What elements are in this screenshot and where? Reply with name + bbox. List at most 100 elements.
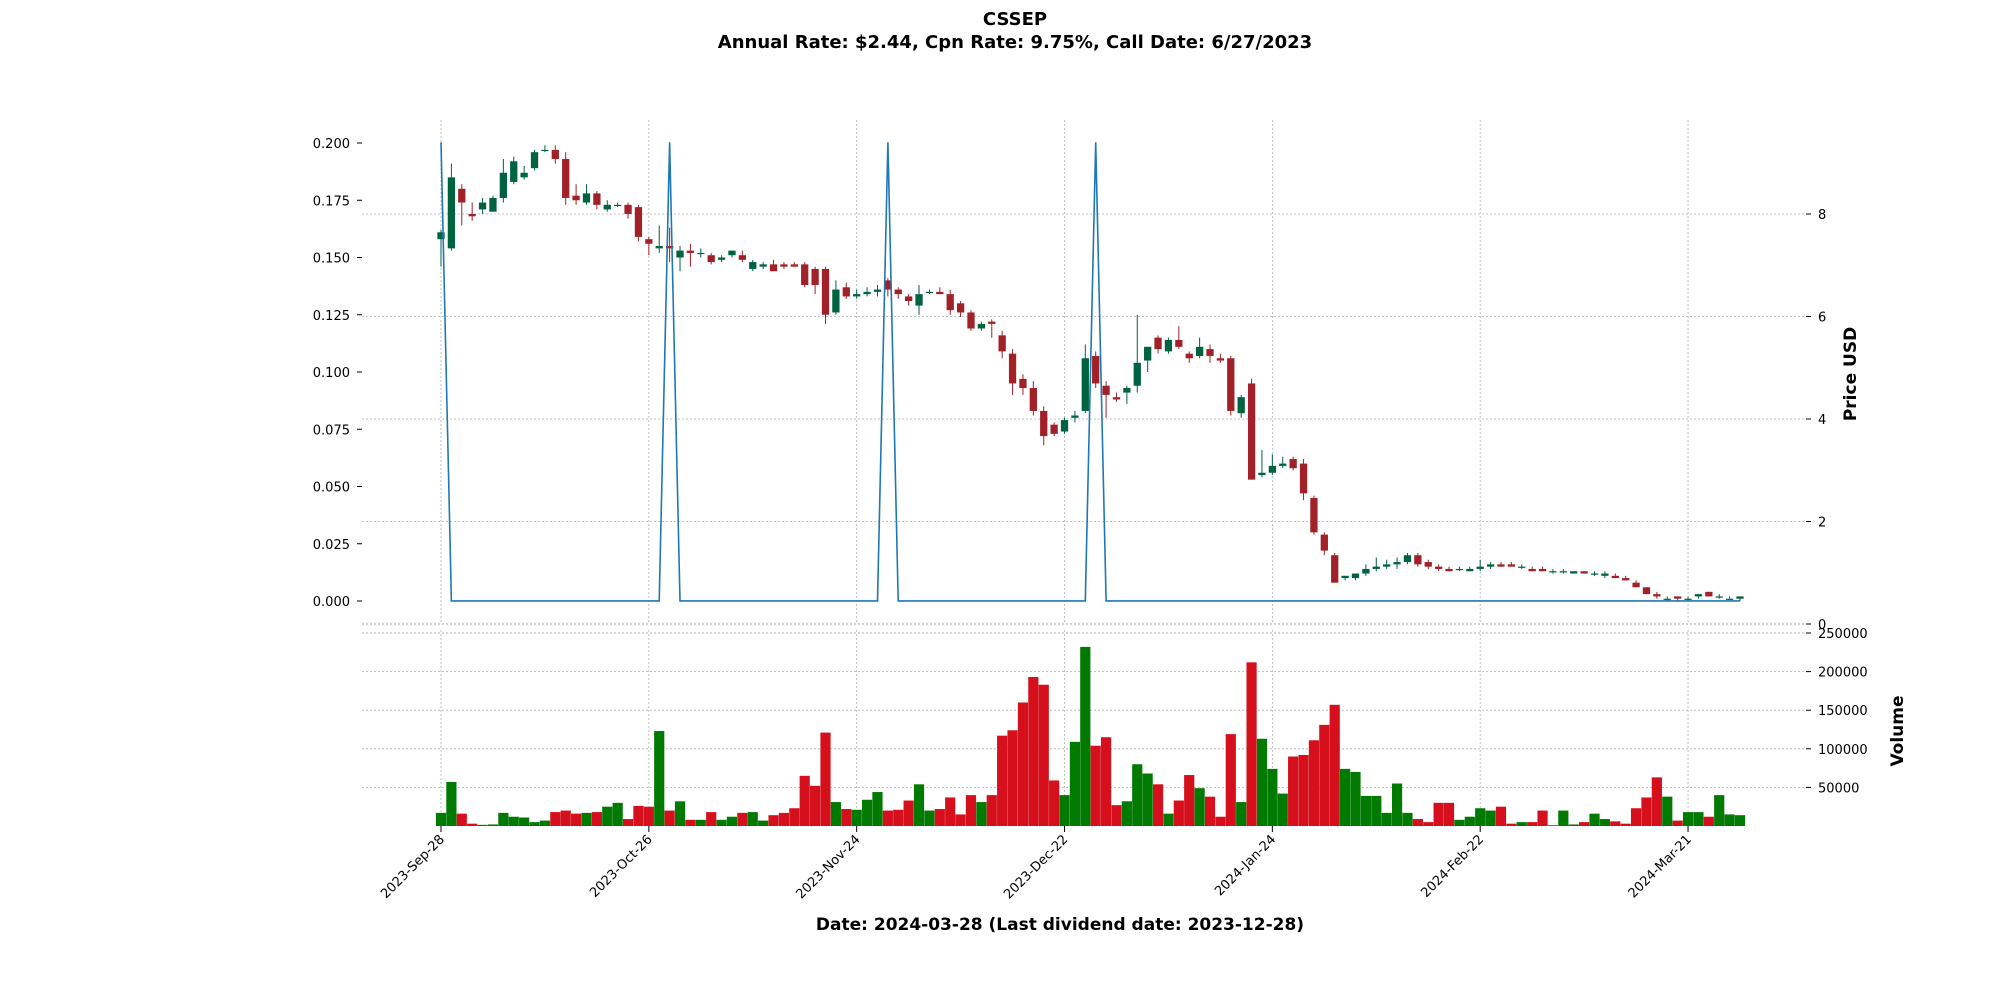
candle (1372, 557, 1380, 572)
candle-body (1518, 566, 1526, 568)
candle (1029, 381, 1037, 416)
candle-body (728, 250, 736, 256)
candle (1383, 559, 1391, 569)
candle-body (842, 287, 850, 297)
volume-bar (1475, 808, 1486, 826)
volume-bar (1589, 813, 1600, 826)
candle-body (676, 250, 684, 258)
left-tick-label: 0.200 (313, 137, 350, 152)
left-tick-label: 0.000 (313, 595, 350, 610)
candle-body (1216, 358, 1225, 361)
candle-body (1299, 463, 1308, 494)
candle-body (1715, 596, 1723, 598)
candle-body (1403, 555, 1412, 563)
candle (936, 287, 944, 295)
candle-body (977, 323, 986, 329)
candle (1580, 571, 1588, 574)
candle-body (614, 204, 622, 207)
candle (1268, 454, 1276, 476)
candle-body (478, 202, 487, 210)
volume-bar (1111, 805, 1122, 826)
volume-bar (768, 815, 779, 826)
candle-body (1227, 358, 1235, 411)
candle-body (956, 303, 965, 313)
candle-body (967, 312, 975, 329)
volume-bar (1402, 812, 1413, 826)
volume-bar (1069, 741, 1081, 826)
volume-bar (550, 812, 561, 826)
price-axis-label: Price USD (1841, 327, 1861, 421)
candle-body (832, 289, 840, 313)
candle (780, 262, 788, 269)
left-tick-label: 0.050 (313, 481, 350, 496)
candle-body (1289, 459, 1297, 469)
candle-body (1393, 562, 1401, 565)
candle-body (1528, 568, 1536, 572)
candle (665, 227, 674, 263)
candle (1528, 566, 1536, 572)
candle-body (1538, 568, 1547, 572)
volume-bar (1142, 773, 1153, 826)
candle-body (738, 255, 747, 260)
volume-bar (934, 809, 945, 826)
candle (977, 321, 986, 331)
volume-bar (654, 731, 665, 826)
volume-bar (1080, 646, 1091, 826)
candle-body (655, 246, 663, 249)
volume-bar (1506, 823, 1517, 826)
candle (1144, 346, 1152, 372)
volume-bar (1038, 684, 1049, 826)
volume-bar (1485, 810, 1496, 826)
candle (1518, 564, 1526, 569)
candle (1092, 351, 1100, 389)
candle-body (1112, 397, 1121, 400)
candle (832, 280, 840, 315)
candle (1715, 594, 1723, 599)
volume-bar (913, 784, 925, 826)
candle (956, 301, 965, 318)
candle (1559, 568, 1567, 574)
volume-bar (456, 813, 467, 826)
candle-body (894, 289, 902, 295)
volume-bar (674, 801, 686, 826)
candle (655, 225, 663, 253)
volume-bar (1184, 775, 1195, 826)
candle-body (1674, 596, 1682, 599)
volume-bar (1527, 822, 1538, 826)
candle (1393, 557, 1401, 569)
candle-body (853, 294, 861, 297)
candle (1071, 410, 1079, 423)
candle-body (717, 257, 726, 260)
volume-bar (1152, 784, 1164, 826)
candle (489, 195, 497, 212)
candle (769, 259, 778, 272)
volume-bar (591, 812, 602, 826)
volume-bar (758, 820, 769, 826)
candle (510, 156, 518, 185)
candle (1403, 552, 1412, 565)
candle-body (1331, 555, 1339, 583)
volume-tick-label: 100000 (1818, 743, 1868, 758)
volume-bar (1225, 734, 1236, 826)
volume-bar (1163, 813, 1174, 826)
candle (1331, 552, 1339, 583)
volume-bar (955, 814, 966, 826)
volume-bar (477, 824, 488, 826)
volume-bar (1558, 810, 1569, 826)
volume-bar (1256, 738, 1268, 826)
candle-body (1653, 594, 1661, 597)
volume-bar (841, 809, 852, 826)
candle-body (863, 291, 871, 295)
volume-bar (747, 812, 758, 826)
candle (1466, 566, 1474, 572)
candle-body (1694, 594, 1703, 597)
candle (541, 145, 549, 153)
candle (1445, 566, 1453, 572)
candle (634, 204, 643, 242)
x-axis-label: Date: 2024-03-28 (Last dividend date: 20… (816, 915, 1304, 935)
candle (1247, 378, 1256, 480)
candle-body (1071, 415, 1079, 418)
volume-bar (1288, 756, 1299, 826)
candle-body (707, 255, 715, 263)
